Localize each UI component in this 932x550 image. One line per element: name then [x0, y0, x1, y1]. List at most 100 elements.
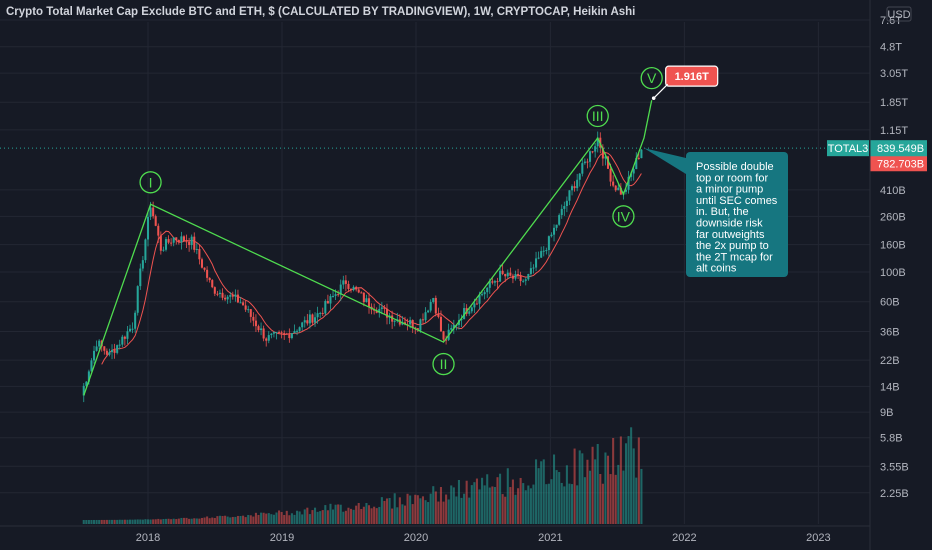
- volume-bar: [378, 506, 381, 524]
- candle: [103, 346, 106, 351]
- volume-bar: [599, 474, 602, 524]
- volume-bar: [437, 501, 440, 524]
- candle: [175, 237, 178, 241]
- candle: [624, 189, 628, 192]
- wave-label-III[interactable]: III: [586, 104, 609, 128]
- volume-bar: [499, 473, 502, 524]
- volume-bar: [146, 519, 150, 524]
- candle: [188, 241, 191, 246]
- volume-bar: [159, 519, 162, 524]
- wave-label-I[interactable]: I: [139, 171, 162, 194]
- candle: [93, 350, 96, 361]
- candle: [470, 307, 473, 312]
- candle: [432, 297, 435, 303]
- volume-bar: [206, 516, 209, 524]
- volume-bar: [406, 493, 409, 524]
- volume-bar: [257, 514, 260, 524]
- volume-bar: [501, 494, 504, 524]
- volume-bar: [576, 485, 579, 524]
- volume-bar: [583, 477, 586, 524]
- candle: [360, 292, 363, 294]
- volume-bar: [324, 505, 327, 524]
- wave-label-text: III: [592, 108, 604, 124]
- annotation-callout[interactable]: Possible double top or room for a minor pu…: [643, 148, 788, 277]
- candle: [316, 313, 319, 318]
- volume-bar: [218, 515, 221, 524]
- wave-label-V[interactable]: V: [640, 67, 663, 90]
- volume-bar: [123, 519, 126, 524]
- candle: [586, 161, 589, 163]
- volume-bar: [532, 484, 535, 524]
- volume-bar: [326, 510, 329, 524]
- candle: [180, 236, 183, 243]
- volume-bar: [95, 519, 98, 524]
- volume-bar: [272, 514, 275, 524]
- candle: [218, 292, 221, 294]
- candle: [517, 273, 520, 276]
- candle: [121, 336, 124, 345]
- volume-bar: [339, 504, 342, 524]
- candle: [108, 352, 111, 355]
- volume-bar: [396, 507, 399, 524]
- candle: [473, 303, 476, 308]
- volume-bar: [332, 509, 335, 524]
- candle: [110, 350, 114, 353]
- volume-bar: [290, 513, 293, 524]
- wave-label-IV[interactable]: IV: [612, 205, 635, 228]
- candle: [339, 284, 342, 295]
- candle: [324, 301, 327, 314]
- volume-bar: [475, 478, 478, 524]
- volume-bar: [118, 519, 121, 524]
- candle: [234, 294, 237, 297]
- candle: [619, 187, 622, 195]
- volume-bar: [113, 519, 116, 524]
- currency-badge[interactable]: USD: [886, 6, 912, 22]
- volume-bar: [367, 505, 371, 524]
- x-tick-label: 2021: [538, 532, 562, 544]
- candle: [95, 346, 98, 351]
- volume-bar: [221, 516, 224, 524]
- volume-bar: [632, 448, 635, 524]
- candle: [311, 314, 314, 323]
- candle: [547, 236, 550, 251]
- volume-bar: [311, 510, 314, 524]
- volume-bar: [226, 516, 229, 524]
- target-value: 1.916T: [675, 71, 710, 83]
- candle: [493, 281, 496, 283]
- volume-bar: [278, 510, 281, 524]
- volume-bar: [303, 509, 306, 524]
- y-tick-label: 4.8T: [880, 42, 902, 54]
- volume-bar: [185, 517, 188, 524]
- series-label-text: TOTAL3: [828, 143, 869, 155]
- volume-bar: [535, 459, 538, 524]
- target-badge[interactable]: 1.916T: [651, 65, 719, 100]
- candle: [267, 335, 270, 341]
- volume-bar: [614, 474, 617, 524]
- volume-bar: [547, 483, 550, 524]
- volume-bar: [514, 494, 517, 524]
- volume-bar: [260, 512, 263, 524]
- candle: [98, 340, 101, 347]
- x-tick-label: 2020: [404, 532, 428, 544]
- candle: [378, 308, 381, 313]
- candle: [242, 302, 245, 306]
- candle: [581, 163, 584, 174]
- candle: [162, 249, 165, 251]
- volume-bar: [398, 497, 401, 524]
- volume-bar: [504, 496, 507, 524]
- volume-bar: [93, 519, 96, 524]
- candle: [347, 283, 350, 289]
- volume-bar: [319, 511, 322, 524]
- candle: [306, 320, 309, 324]
- volume-bar: [229, 517, 232, 524]
- candle: [427, 310, 430, 313]
- wave-label-II[interactable]: II: [432, 352, 455, 376]
- candle: [170, 242, 173, 244]
- last-price-value: 839.549B: [877, 143, 924, 155]
- volume-bar: [190, 518, 193, 524]
- volume-bar: [252, 516, 255, 524]
- candle: [583, 161, 586, 164]
- volume-bar: [267, 513, 270, 524]
